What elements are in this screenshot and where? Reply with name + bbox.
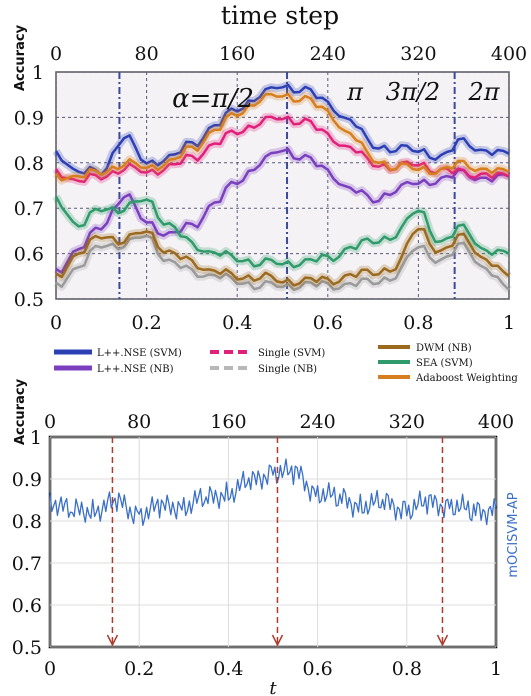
arrow-head-icon <box>271 634 284 647</box>
x-tick-label: 0.2 <box>124 658 154 680</box>
x-tick-label: 0.8 <box>392 658 422 680</box>
top-chart-title: time step <box>221 1 339 30</box>
legend-label: L++.NSE (NB) <box>97 364 174 375</box>
series-line <box>49 458 497 527</box>
y-tick-label: 1 <box>32 62 44 84</box>
series-line <box>54 195 510 269</box>
legend-label: Adaboost Weighting <box>415 373 518 384</box>
bottom-chart-series-label: mOCISVM-AP <box>506 492 521 577</box>
x-tick-label: 1 <box>503 312 515 334</box>
y-tick-label: 0.8 <box>14 153 44 175</box>
legend-item-sea-svm: SEA (SVM) <box>378 358 473 369</box>
series-line <box>55 92 510 182</box>
bottom-chart-grid <box>49 436 497 648</box>
legend-item-lnse-nb: L++.NSE (NB) <box>54 364 174 375</box>
x-tick-label: 0.8 <box>403 312 433 334</box>
annotation-3pi2: 3π/2 <box>386 78 440 106</box>
top-tick-label: 400 <box>491 43 527 65</box>
top-chart-series <box>52 81 512 294</box>
y-tick-label: 0.9 <box>12 469 42 491</box>
annotation-pi: π <box>346 78 364 106</box>
x-tick-label: 0.6 <box>313 312 343 334</box>
x-tick-label: 0.4 <box>213 658 243 680</box>
top-chart-ylabel: Accuracy <box>13 24 28 91</box>
x-tick-label: 1 <box>490 658 502 680</box>
bottom-chart-xticks: 0 0.2 0.4 0.6 0.8 1 <box>44 658 502 680</box>
top-tick-label: 160 <box>219 43 255 65</box>
bottom-chart-yticks: 0.5 0.6 0.7 0.8 0.9 1 <box>12 427 42 659</box>
top-tick-label: 320 <box>400 43 436 65</box>
top-chart-yticks: 0.5 0.6 0.7 0.8 0.9 1 <box>14 62 44 311</box>
y-tick-label: 0.8 <box>12 511 42 533</box>
bottom-chart-series <box>49 458 497 527</box>
x-tick-label: 0 <box>50 312 62 334</box>
legend-label: Single (NB) <box>258 364 317 375</box>
top-tick-label: 160 <box>210 411 246 433</box>
top-chart-annotations: α=π/2 π 3π/2 2π <box>172 78 501 114</box>
top-tick-label: 240 <box>299 411 335 433</box>
legend-label: SEA (SVM) <box>416 358 473 369</box>
legend-item-single-svm: Single (SVM) <box>210 348 325 359</box>
bottom-chart-xlabel: t <box>269 678 277 696</box>
arrow-head-icon <box>436 634 449 647</box>
y-tick-label: 0.6 <box>12 595 42 617</box>
top-tick-label: 80 <box>127 411 151 433</box>
x-tick-label: 0.4 <box>222 312 252 334</box>
top-tick-label: 80 <box>135 43 159 65</box>
top-tick-label: 320 <box>389 411 425 433</box>
series-line <box>55 227 510 287</box>
legend-item-lnse-svm: L++.NSE (SVM) <box>54 348 182 359</box>
y-tick-label: 0.5 <box>14 289 44 311</box>
x-tick-label: 0.2 <box>131 312 161 334</box>
top-chart-xticks: 0 0.2 0.4 0.6 0.8 1 <box>50 312 515 334</box>
bottom-chart-ylabel: Accuracy <box>13 378 28 445</box>
top-chart-legend: L++.NSE (SVM) L++.NSE (NB) Single (SVM) … <box>54 343 518 384</box>
top-chart: time step 0 80 160 240 320 400 Accuracy α=π/2… <box>13 1 527 384</box>
bottom-chart-top-ticks: 0 80 160 240 320 400 <box>44 411 514 433</box>
top-tick-label: 0 <box>44 411 56 433</box>
legend-item-adaboost: Adaboost Weighting <box>378 373 518 384</box>
legend-item-dwm-nb: DWM (NB) <box>378 343 472 354</box>
legend-label: Single (SVM) <box>258 348 325 359</box>
bottom-chart: 0 80 160 240 320 400 Accuracy mOCISVM-AP 0.50… <box>12 378 521 696</box>
bottom-chart-arrows <box>106 437 449 647</box>
y-tick-label: 0.7 <box>12 553 42 575</box>
top-tick-label: 400 <box>478 411 514 433</box>
y-tick-label: 0.5 <box>12 637 42 659</box>
annotation-2pi: 2π <box>467 78 500 106</box>
series-line <box>55 234 510 292</box>
y-tick-label: 0.6 <box>14 244 44 266</box>
x-tick-label: 0 <box>44 658 56 680</box>
top-tick-label: 240 <box>310 43 346 65</box>
legend-label: L++.NSE (SVM) <box>97 348 182 359</box>
series-line <box>55 147 510 274</box>
top-tick-label: 0 <box>50 43 62 65</box>
legend-label: DWM (NB) <box>416 343 472 354</box>
series-line <box>54 83 510 177</box>
annotation-alpha: α=π/2 <box>172 84 254 114</box>
top-chart-top-ticks: 0 80 160 240 320 400 <box>50 43 527 65</box>
x-tick-label: 0.6 <box>302 658 332 680</box>
legend-item-single-nb: Single (NB) <box>210 364 317 375</box>
bottom-chart-plot-area <box>48 435 498 649</box>
y-tick-label: 0.9 <box>14 107 44 129</box>
arrow-head-icon <box>106 634 119 647</box>
y-tick-label: 0.7 <box>14 198 44 220</box>
y-tick-label: 1 <box>30 427 42 449</box>
